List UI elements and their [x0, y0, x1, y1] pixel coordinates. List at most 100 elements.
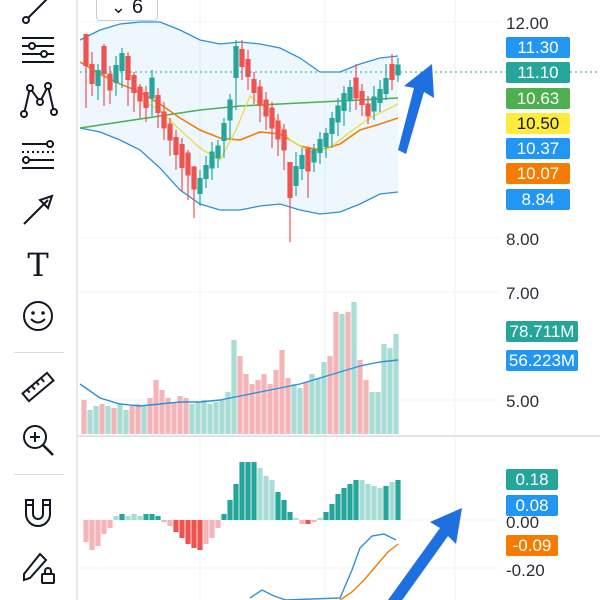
candle [335, 98, 341, 136]
macd-bar [269, 480, 275, 520]
text-tool-glyph: T [27, 246, 49, 284]
volume-bar [81, 400, 87, 434]
price-badge-ma-orange: 10.07 [506, 163, 570, 184]
price-axis-label: 5.00 [506, 392, 540, 411]
volume-bar [387, 348, 393, 434]
candle [227, 94, 233, 140]
moving-average-green [79, 97, 399, 129]
volume-bar [87, 410, 93, 434]
macd-bar [365, 484, 371, 520]
lock-drawings-icon[interactable] [16, 546, 60, 586]
text-icon[interactable]: T [16, 244, 60, 284]
volume-bar [375, 392, 381, 434]
macd-bar [233, 484, 239, 520]
macd-bar [275, 492, 281, 520]
candle [233, 40, 239, 110]
volume-bar [207, 404, 213, 434]
candle [329, 112, 335, 148]
price-badge-bb-middle: 10.37 [506, 138, 570, 159]
annotation-arrow-bottom[interactable] [388, 508, 462, 600]
arrow-icon[interactable] [16, 190, 60, 230]
macd-bar [383, 486, 389, 520]
macd-bar [137, 516, 143, 520]
macd-bar [251, 462, 257, 520]
price-badge-bb-upper: 11.30 [506, 37, 570, 58]
volume-bar [243, 374, 249, 434]
trend-line-icon[interactable] [16, 0, 60, 28]
volume-bar [99, 404, 105, 434]
volume-bar [231, 340, 237, 434]
volume-bar [111, 408, 117, 434]
volume-bar [297, 388, 303, 434]
bollinger-upper-line [79, 21, 399, 73]
candle [281, 124, 287, 170]
volume-bar [93, 406, 99, 434]
volume-ma-badge: 56.223M [506, 350, 578, 371]
volume-bar [213, 402, 219, 434]
macd-bar [209, 520, 215, 538]
volume-bar [105, 406, 111, 434]
volume-bar [183, 398, 189, 434]
candle [263, 92, 269, 130]
macd-bar [359, 480, 365, 520]
fib-retracement-icon[interactable] [16, 136, 60, 176]
candlestick-series [83, 34, 401, 242]
bollinger-lower-line [79, 127, 399, 215]
volume-bar [219, 400, 225, 434]
candle [395, 58, 401, 82]
zoom-in-icon[interactable] [16, 420, 60, 460]
candle [203, 156, 209, 188]
candle [245, 50, 251, 90]
macd-bar [221, 514, 227, 520]
macd-bar [311, 520, 317, 522]
macd-bar [89, 520, 95, 550]
pattern-icon[interactable] [16, 80, 60, 120]
price-axis-label: 8.00 [506, 230, 540, 249]
macd-bar [143, 514, 149, 520]
volume-bar [261, 374, 267, 434]
macd-bar [389, 482, 395, 520]
macd-histogram-badge: 0.18 [506, 469, 558, 490]
volume-bar [363, 380, 369, 434]
macd-bar [335, 494, 341, 520]
macd-line [339, 543, 399, 600]
price-axis-label: 12.00 [506, 14, 549, 33]
macd-bar [281, 500, 287, 520]
macd-bar [215, 520, 221, 528]
macd-bar [353, 480, 359, 520]
volume-bar [327, 356, 333, 434]
magnet-icon[interactable] [16, 492, 60, 532]
candle [197, 170, 203, 206]
annotation-arrow-top[interactable] [398, 64, 434, 154]
volume-bar [315, 378, 321, 434]
candle [149, 70, 155, 116]
volume-bar [393, 334, 399, 434]
macd-signal-line [249, 533, 397, 600]
volume-bar [381, 344, 387, 434]
volume-bar [345, 312, 351, 434]
candle [377, 80, 383, 112]
volume-bar [165, 398, 171, 434]
macd-bar [299, 520, 305, 524]
macd-bar [173, 520, 179, 532]
candle [137, 84, 143, 118]
volume-bar [237, 356, 243, 434]
horizontal-lines-icon[interactable] [16, 30, 60, 70]
candle [383, 64, 389, 100]
candle [251, 72, 257, 104]
price-badge-ma-yellow: 10.50 [506, 113, 570, 134]
ruler-icon[interactable] [16, 368, 60, 408]
candle [125, 52, 131, 106]
macd-bar [167, 520, 173, 526]
volume-bar [339, 314, 345, 434]
volume-bar [279, 350, 285, 434]
macd-bar [83, 520, 89, 542]
interval-selector[interactable]: ⌄ 6 [96, 0, 158, 21]
volume-bar [117, 404, 123, 434]
candle [269, 102, 275, 148]
candle [221, 118, 227, 158]
volume-bar [303, 382, 309, 434]
volume-bar [249, 384, 255, 434]
emoji-icon[interactable] [16, 296, 60, 336]
